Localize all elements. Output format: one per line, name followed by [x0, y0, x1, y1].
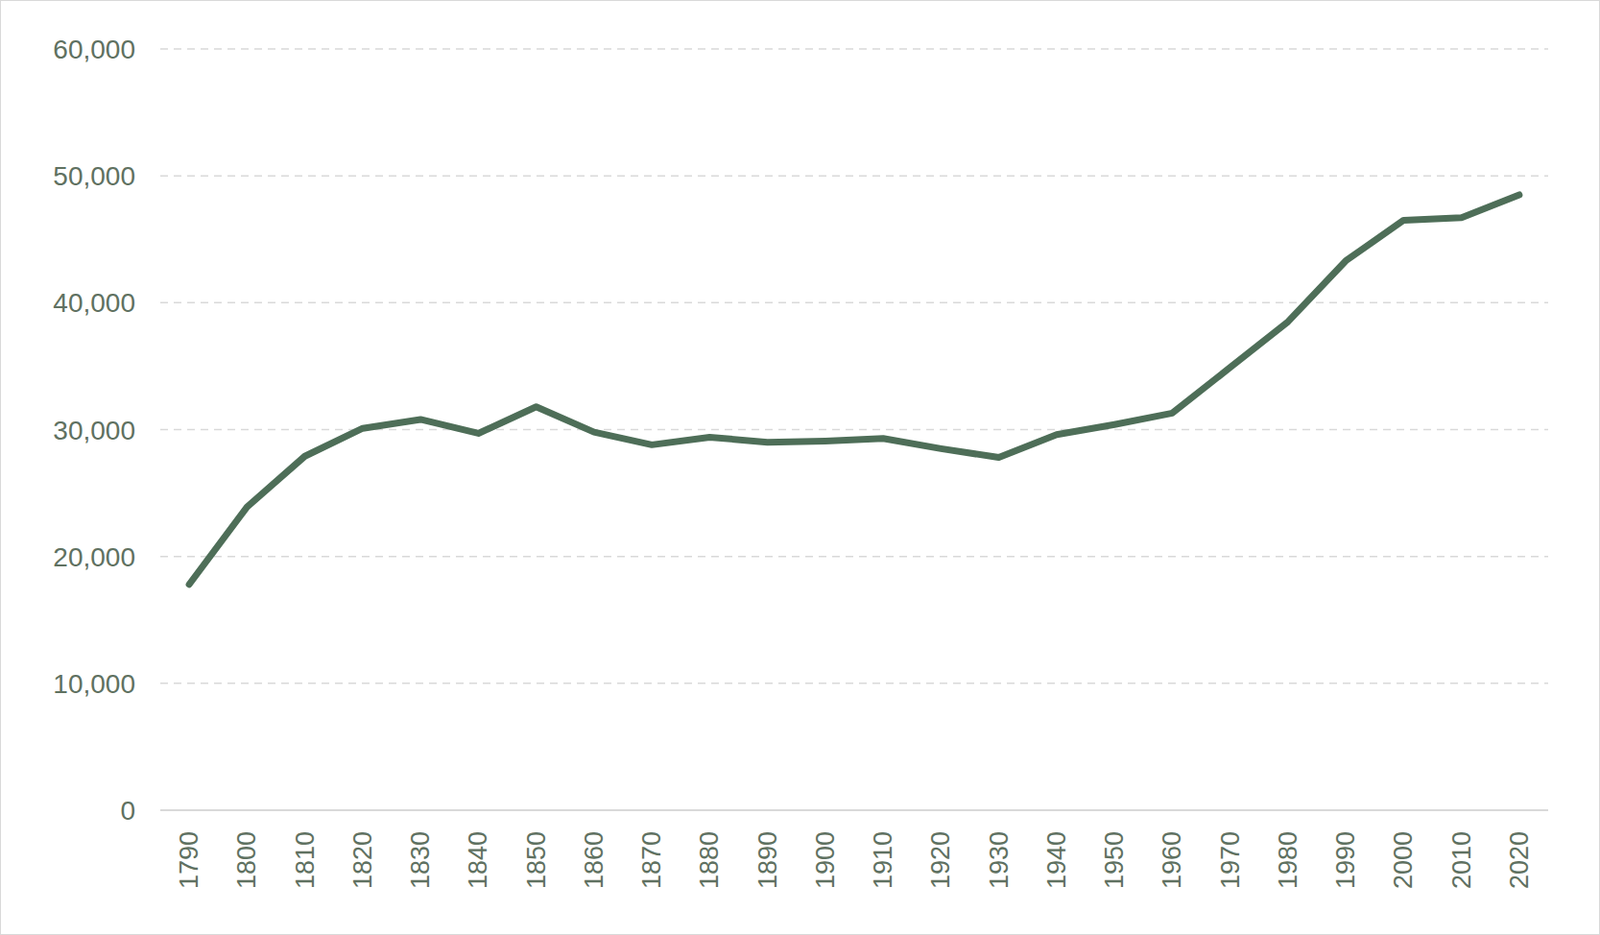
x-tick-label: 1980	[1273, 831, 1303, 889]
grid-line	[160, 302, 1549, 305]
x-tick-label: 1920	[926, 831, 956, 889]
y-tick-label: 20,000	[52, 542, 136, 573]
x-tick-label: 1870	[637, 831, 667, 889]
y-tick-label: 50,000	[52, 161, 136, 192]
x-tick-label: 1880	[694, 831, 724, 889]
x-tick-label: 1950	[1099, 831, 1129, 889]
x-tick-label: 1840	[463, 831, 493, 889]
x-tick-label: 1990	[1331, 831, 1361, 889]
y-tick-label: 10,000	[52, 668, 136, 699]
chart-container: 0 10,000 20,000 30,000 40,000 50,000 60,000 179…	[0, 0, 1600, 935]
x-tick-label: 2020	[1504, 831, 1534, 889]
x-tick-label: 1850	[522, 831, 551, 889]
grid-line	[160, 47, 1549, 50]
x-tick-label: 1810	[290, 831, 320, 889]
y-tick-label: 30,000	[52, 415, 136, 446]
x-tick-label: 1940	[1042, 831, 1072, 889]
grid-line	[160, 682, 1549, 685]
x-tick-label: 2000	[1388, 831, 1418, 889]
grid-line	[160, 174, 1549, 177]
data-line	[189, 194, 1520, 585]
x-tick-label: 1960	[1157, 831, 1187, 889]
x-tick-label: 1970	[1216, 831, 1245, 889]
x-tick-label: 1820	[348, 831, 378, 889]
chart-frame	[0, 0, 1600, 935]
x-tick-label: 1900	[811, 831, 840, 889]
x-tick-label: 2010	[1447, 831, 1477, 889]
x-tick-label: 1830	[405, 831, 435, 889]
x-tick-label: 1860	[579, 831, 609, 889]
x-tick-label: 1790	[174, 831, 204, 889]
x-axis-line	[160, 809, 1549, 812]
y-tick-label: 0	[119, 795, 136, 826]
y-tick-label: 40,000	[52, 287, 136, 318]
grid-line	[160, 555, 1549, 558]
x-tick-label: 1910	[868, 831, 898, 889]
x-tick-label: 1800	[232, 831, 262, 889]
y-tick-label: 60,000	[52, 34, 136, 65]
plot-area	[189, 194, 1520, 585]
x-tick-label: 1930	[984, 831, 1014, 889]
chart: 0 10,000 20,000 30,000 40,000 50,000 60,000 179…	[0, 0, 1600, 935]
x-tick-label: 1890	[753, 831, 783, 889]
